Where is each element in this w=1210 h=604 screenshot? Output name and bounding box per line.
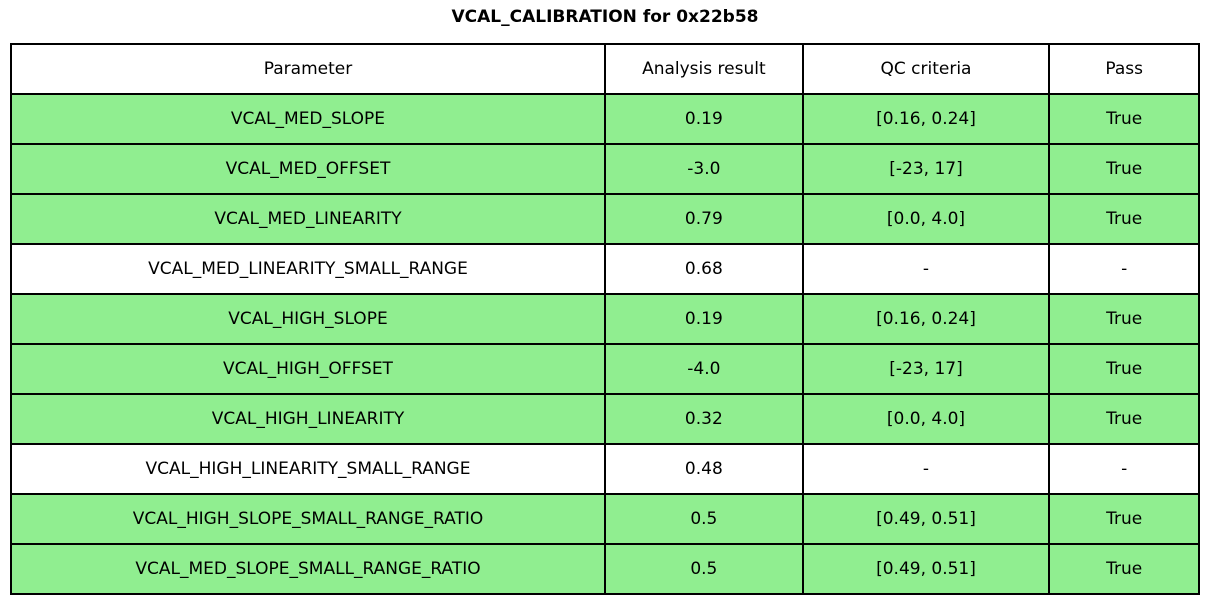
- col-header-analysis-result: Analysis result: [604, 43, 804, 95]
- cell-analysis-result: 0.68: [604, 243, 804, 295]
- cell-parameter: VCAL_MED_SLOPE: [10, 93, 606, 145]
- cell-analysis-result: 0.79: [604, 193, 804, 245]
- cell-qc-criteria: [-23, 17]: [801, 343, 1051, 395]
- cell-pass: -: [1048, 443, 1200, 495]
- cell-parameter: VCAL_HIGH_LINEARITY: [10, 393, 606, 445]
- cell-analysis-result: 0.19: [604, 93, 804, 145]
- cell-analysis-result: -4.0: [604, 343, 804, 395]
- qc-results-table: Parameter Analysis result QC criteria Pa…: [10, 43, 1200, 595]
- table-row: VCAL_HIGH_SLOPE_SMALL_RANGE_RATIO 0.5 [0.4…: [10, 493, 1200, 545]
- cell-pass: -: [1048, 243, 1200, 295]
- col-header-pass: Pass: [1048, 43, 1200, 95]
- cell-qc-criteria: [0.0, 4.0]: [801, 393, 1051, 445]
- page-title: VCAL_CALIBRATION for 0x22b58: [451, 7, 759, 27]
- cell-pass: True: [1048, 493, 1200, 545]
- cell-analysis-result: 0.48: [604, 443, 804, 495]
- cell-pass: True: [1048, 193, 1200, 245]
- table-row: VCAL_HIGH_LINEARITY_SMALL_RANGE 0.48- -: [10, 443, 1200, 495]
- cell-qc-criteria: -: [801, 243, 1051, 295]
- cell-parameter: VCAL_HIGH_LINEARITY_SMALL_RANGE: [10, 443, 606, 495]
- col-header-parameter: Parameter: [10, 43, 606, 95]
- cell-pass: True: [1048, 543, 1200, 595]
- cell-parameter: VCAL_MED_LINEARITY: [10, 193, 606, 245]
- table-row: VCAL_HIGH_SLOPE 0.19 [0.16, 0.24] True: [10, 293, 1200, 345]
- col-header-qc-criteria: QC criteria: [801, 43, 1051, 95]
- cell-pass: True: [1048, 293, 1200, 345]
- header-row: Parameter Analysis result QC criteria Pa…: [10, 43, 1200, 95]
- table-row: VCAL_HIGH_LINEARITY 0.32 [0.0, 4.0] True: [10, 393, 1200, 445]
- cell-qc-criteria: [0.16, 0.24]: [801, 293, 1051, 345]
- table-body: VCAL_MED_SLOPE 0.19 [0.16, 0.24] True VCAL_M…: [10, 93, 1200, 595]
- cell-qc-criteria: -: [801, 443, 1051, 495]
- cell-qc-criteria: [0.49, 0.51]: [801, 543, 1051, 595]
- cell-parameter: VCAL_HIGH_SLOPE_SMALL_RANGE_RATIO: [10, 493, 606, 545]
- cell-pass: True: [1048, 393, 1200, 445]
- cell-parameter: VCAL_MED_SLOPE_SMALL_RANGE_RATIO: [10, 543, 606, 595]
- cell-analysis-result: -3.0: [604, 143, 804, 195]
- cell-qc-criteria: [0.49, 0.51]: [801, 493, 1051, 545]
- cell-analysis-result: 0.5: [604, 543, 804, 595]
- cell-pass: True: [1048, 93, 1200, 145]
- cell-analysis-result: 0.5: [604, 493, 804, 545]
- cell-qc-criteria: [-23, 17]: [801, 143, 1051, 195]
- table-row: VCAL_MED_SLOPE_SMALL_RANGE_RATIO 0.5 [0.49…: [10, 543, 1200, 595]
- cell-parameter: VCAL_HIGH_OFFSET: [10, 343, 606, 395]
- table-row: VCAL_MED_LINEARITY_SMALL_RANGE 0.68- -: [10, 243, 1200, 295]
- cell-qc-criteria: [0.16, 0.24]: [801, 93, 1051, 145]
- cell-parameter: VCAL_MED_OFFSET: [10, 143, 606, 195]
- cell-pass: True: [1048, 143, 1200, 195]
- cell-parameter: VCAL_MED_LINEARITY_SMALL_RANGE: [10, 243, 606, 295]
- table-row: VCAL_MED_SLOPE 0.19 [0.16, 0.24] True: [10, 93, 1200, 145]
- table-row: VCAL_MED_LINEARITY 0.79 [0.0, 4.0] True: [10, 193, 1200, 245]
- table-row: VCAL_MED_OFFSET -3.0 [-23, 17] True: [10, 143, 1200, 195]
- cell-analysis-result: 0.32: [604, 393, 804, 445]
- table-row: VCAL_HIGH_OFFSET -4.0 [-23, 17] True: [10, 343, 1200, 395]
- cell-qc-criteria: [0.0, 4.0]: [801, 193, 1051, 245]
- cell-parameter: VCAL_HIGH_SLOPE: [10, 293, 606, 345]
- cell-pass: True: [1048, 343, 1200, 395]
- cell-analysis-result: 0.19: [604, 293, 804, 345]
